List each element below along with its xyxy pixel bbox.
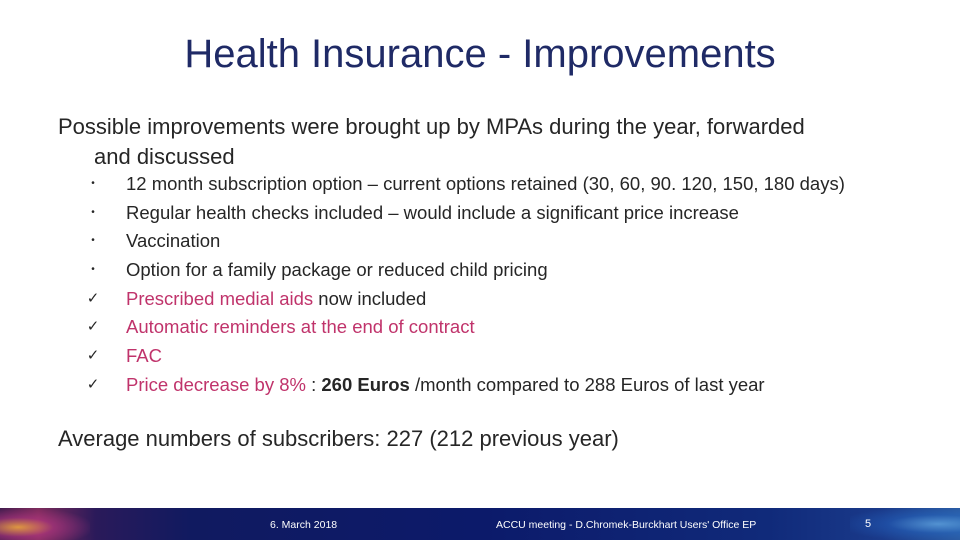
bullet-dot-icon: • [91, 178, 95, 189]
footer-date: 6. March 2018 [270, 519, 338, 531]
checkmark-icon: ✓ [86, 289, 100, 307]
list-item-highlight: Prescribed medial aids [126, 287, 314, 309]
list-item-text: now included [313, 287, 427, 309]
list-item-text: Regular health checks included – would i… [126, 201, 739, 223]
footer-bar [0, 508, 960, 540]
list-item-text: 12 month subscription option – current o… [126, 173, 845, 194]
list-item-text: Vaccination [126, 230, 221, 252]
page-number: 5 [865, 518, 872, 530]
list-item: • Regular health checks included – would… [86, 199, 936, 228]
average-subscribers: Average numbers of subscribers: 227 (212… [58, 426, 619, 451]
bullet-dot-icon: • [91, 264, 95, 276]
list-item: • 12 month subscription option – current… [86, 170, 936, 199]
intro-line-2: and discussed [94, 144, 235, 169]
intro-line-1: Possible improvements were brought up by… [58, 114, 805, 139]
list-item: ✓ Price decrease by 8% : 260 Euros /mont… [86, 371, 936, 400]
list-item-highlight: Price decrease by 8% [126, 373, 306, 395]
price-value: 260 Euros [321, 373, 410, 395]
list-item: ✓ FAC [86, 342, 936, 371]
list-item: • Option for a family package or reduced… [86, 256, 936, 285]
list-item-text: : [305, 373, 322, 395]
checkmark-icon: ✓ [86, 318, 100, 336]
slide-title: Health Insurance - Improvements [184, 32, 776, 76]
bullet-dot-icon: • [91, 206, 95, 218]
list-item-highlight: FAC [126, 345, 162, 367]
list-item-text: Option for a family package or reduced c… [126, 259, 548, 281]
footer-glow-left [0, 508, 90, 540]
list-item-text: /month compared to 288 Euros of last yea… [409, 373, 765, 395]
list-item: ✓ Automatic reminders at the end of cont… [86, 313, 936, 342]
checkmark-icon: ✓ [86, 375, 100, 393]
list-item: ✓ Prescribed medial aids now included [86, 285, 936, 314]
intro-paragraph: Possible improvements were brought up by… [58, 112, 918, 172]
checkmark-icon: ✓ [86, 347, 100, 365]
footer-meeting: ACCU meeting - D.Chromek-Burckhart Users… [496, 519, 757, 531]
list-item: • Vaccination [86, 227, 936, 256]
bullet-dot-icon: • [91, 235, 95, 247]
list-item-highlight: Automatic reminders at the end of contra… [126, 316, 475, 338]
footer-glow-right [850, 508, 960, 540]
improvement-list: • 12 month subscription option – current… [86, 170, 936, 400]
